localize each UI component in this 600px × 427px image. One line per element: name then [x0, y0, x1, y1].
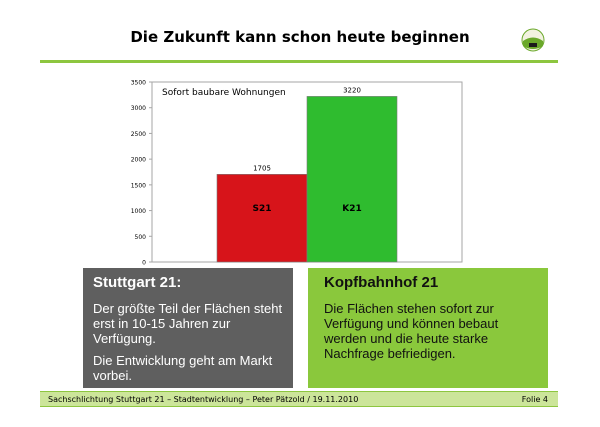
kopfbahnhof21-heading: Kopfbahnhof 21 [324, 274, 439, 291]
stuttgart21-text-2: Die Entwicklung geht am Markt vorbei. [93, 353, 273, 383]
kopfbahnhof21-box: Kopfbahnhof 21 Die Flächen stehen sofort… [308, 268, 548, 388]
y-tick-label: 2500 [131, 131, 146, 138]
stuttgart21-text-1: Der größte Teil der Flächen steht erst i… [93, 301, 283, 346]
slide-number: Folie 4 [521, 395, 548, 404]
bar-s21 [216, 174, 308, 263]
y-tick-label: 1000 [131, 208, 146, 215]
y-tick-label: 500 [135, 234, 147, 241]
chart-title: Sofort baubare Wohnungen [162, 88, 286, 98]
stuttgart21-heading: Stuttgart 21: [93, 274, 182, 291]
bar-value-label: 3220 [343, 86, 361, 94]
stuttgart21-box: Stuttgart 21: Der größte Teil der Fläche… [83, 268, 293, 388]
bar-category-label: S21 [252, 204, 271, 214]
bar-value-label: 1705 [253, 164, 271, 172]
footer-text: Sachschlichtung Stuttgart 21 – Stadtentw… [48, 395, 359, 404]
y-tick-label: 3000 [131, 105, 146, 112]
header-divider [40, 60, 558, 63]
bar-category-label: K21 [342, 204, 362, 214]
slide-title: Die Zukunft kann schon heute beginnen [130, 28, 470, 46]
bar-chart: Sofort baubare Wohnungen 0 500 1000 1500 200… [131, 80, 463, 267]
oben-bleiben-logo [521, 28, 545, 52]
y-tick-label: 3500 [131, 80, 146, 87]
footer-bar: Sachschlichtung Stuttgart 21 – Stadtentw… [40, 391, 558, 407]
y-tick-label: 0 [142, 260, 146, 267]
y-tick-label: 1500 [131, 182, 146, 189]
y-tick-label: 2000 [131, 157, 146, 164]
bar-k21 [306, 96, 398, 263]
kopfbahnhof21-text: Die Flächen stehen sofort zur Verfügung … [324, 301, 499, 361]
